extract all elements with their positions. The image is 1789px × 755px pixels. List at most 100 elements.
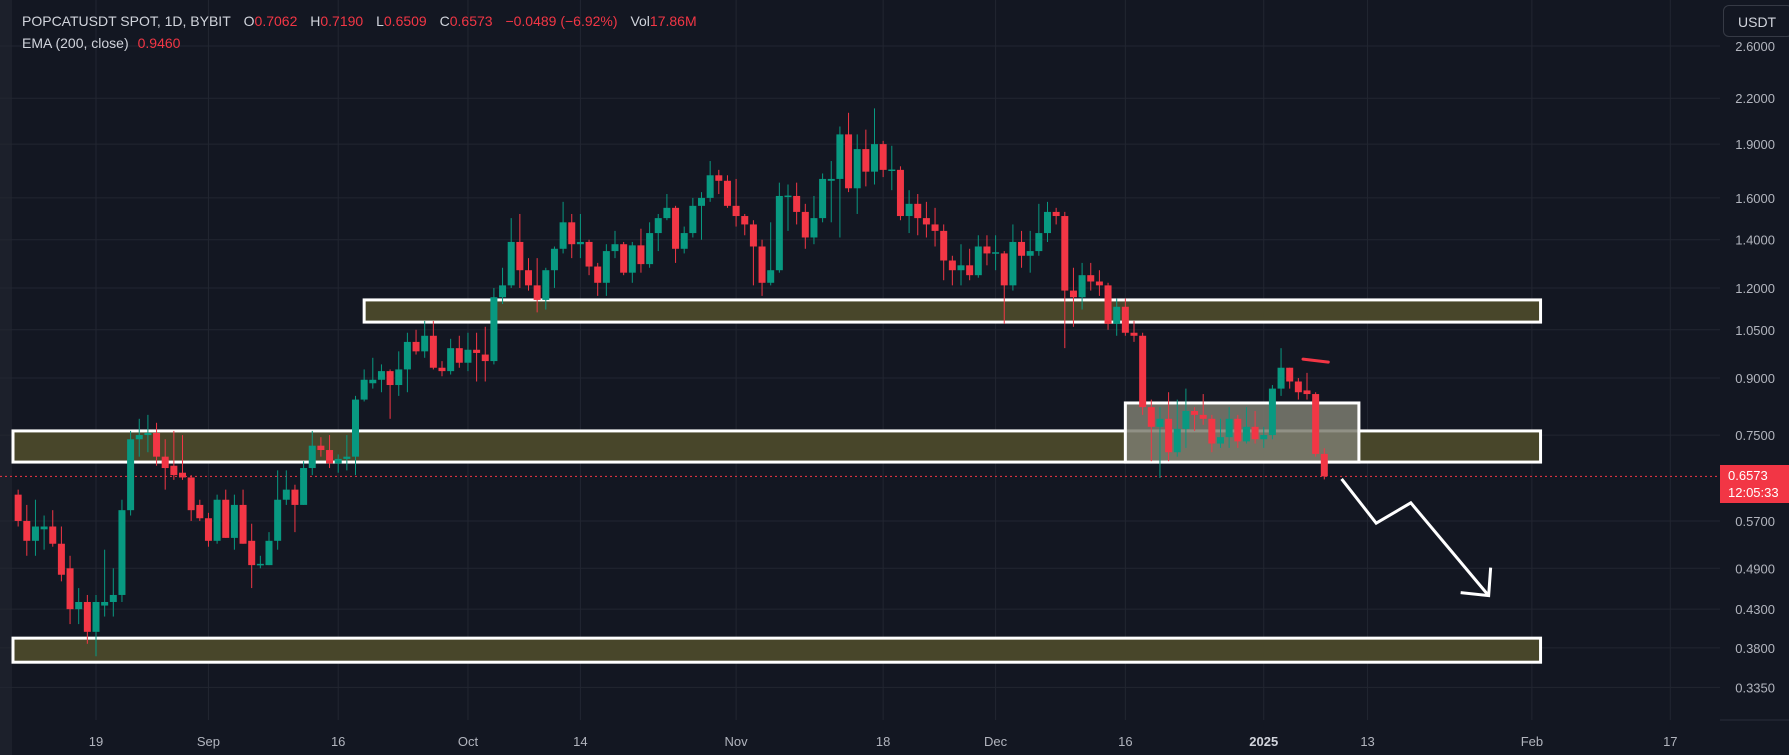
candle-up (421, 320, 429, 358)
candle-down (1320, 448, 1328, 480)
candle-body (1087, 275, 1095, 282)
price-tick-label: 0.4900 (1735, 561, 1775, 576)
date-tick-label: 13 (1360, 734, 1374, 749)
candle-down (637, 228, 645, 273)
candle-up (663, 194, 671, 221)
candle-body (1052, 211, 1060, 217)
candle-down (455, 335, 463, 368)
candle-down (1199, 394, 1207, 425)
candle-down (948, 255, 956, 286)
candle-body (274, 499, 282, 541)
candle-body (922, 218, 930, 225)
candle-body (542, 270, 550, 300)
candle-up (576, 213, 584, 259)
candle-down (473, 332, 481, 382)
candle-down (66, 555, 74, 625)
date-tick-label: 16 (331, 734, 345, 749)
candle-down (585, 239, 593, 276)
candle-body (317, 445, 325, 451)
change-value: −0.0489 (−6.92%) (505, 13, 618, 29)
candle-body (377, 371, 385, 380)
candle-down (568, 213, 576, 259)
candle-up (1035, 203, 1043, 256)
candle-body (464, 349, 472, 363)
open-value: 0.7062 (254, 13, 298, 29)
candle-body (1217, 437, 1224, 444)
candle-body (395, 369, 403, 386)
candle-up (1225, 407, 1233, 448)
candle-up (957, 244, 965, 286)
candle-down (1208, 414, 1216, 453)
candle-body (135, 435, 143, 440)
candle-body (940, 230, 948, 261)
candle-down (23, 504, 31, 556)
candle-down (758, 239, 766, 296)
candle-up (360, 369, 368, 402)
candle-body (204, 518, 212, 541)
candle-body (1303, 390, 1311, 395)
candle-body (1294, 381, 1302, 393)
candle-body (1078, 275, 1086, 298)
candle-up (490, 287, 498, 365)
date-tick-label: Dec (984, 734, 1008, 749)
candle-body (1113, 306, 1121, 324)
date-tick-label: Sep (197, 734, 220, 749)
price-tick-label: 1.2000 (1735, 281, 1775, 296)
candle-body (611, 244, 619, 252)
candle-body (628, 245, 636, 273)
price-tick-label: 2.6000 (1735, 39, 1775, 54)
candle-body (1260, 435, 1268, 440)
candle-down (741, 213, 749, 236)
candle-body (334, 458, 342, 464)
candle-up (109, 568, 117, 617)
resistance-zone (362, 298, 1543, 324)
candle-down (412, 329, 420, 355)
currency-button[interactable]: USDT (1723, 5, 1789, 37)
candle-body (689, 205, 697, 234)
ema-row[interactable]: EMA (200, close) 0.9460 (22, 32, 697, 54)
candle-up (1173, 399, 1181, 457)
candle-body (352, 399, 359, 457)
candle-body (914, 203, 922, 219)
price-tick-label: 1.9000 (1735, 137, 1775, 152)
candle-body (862, 149, 870, 172)
candle-down (931, 207, 939, 247)
candle-down (222, 489, 230, 538)
candle-down (1294, 378, 1302, 400)
candle-body (83, 601, 91, 632)
price-tick-label: 0.5700 (1735, 514, 1775, 529)
candle-body (654, 218, 662, 234)
red-highlight-mark (1301, 357, 1330, 364)
candle-body (1268, 388, 1276, 436)
candle-body (723, 180, 731, 206)
candle-body (170, 465, 178, 476)
candle-down (879, 140, 887, 178)
price-tick-label: 0.3800 (1735, 641, 1775, 656)
candle-body (1182, 410, 1190, 429)
symbol-label[interactable]: POPCATUSDT SPOT, 1D, BYBIT (22, 13, 231, 29)
candle-body (845, 134, 853, 189)
candle-body (775, 195, 783, 271)
candle-body (1035, 233, 1043, 252)
candle-down (715, 169, 723, 195)
candle-body (421, 335, 429, 352)
candle-down (1104, 282, 1112, 330)
candle-down (1251, 410, 1259, 444)
candle-down (14, 489, 22, 527)
candle-body (248, 540, 256, 566)
candle-up (92, 594, 100, 657)
candle-body (1061, 216, 1069, 291)
low-value: 0.6509 (383, 13, 427, 29)
date-tick-label: 18 (876, 734, 890, 749)
candle-down (179, 435, 186, 480)
candle-down (1018, 230, 1026, 268)
candle-body (386, 371, 394, 386)
candle-up (810, 195, 818, 245)
candle-body (533, 285, 541, 300)
candle-body (222, 499, 230, 538)
date-tick-label: 14 (573, 734, 587, 749)
candle-down (1052, 207, 1060, 225)
candle-body (793, 195, 801, 212)
candle-down (1000, 251, 1008, 324)
